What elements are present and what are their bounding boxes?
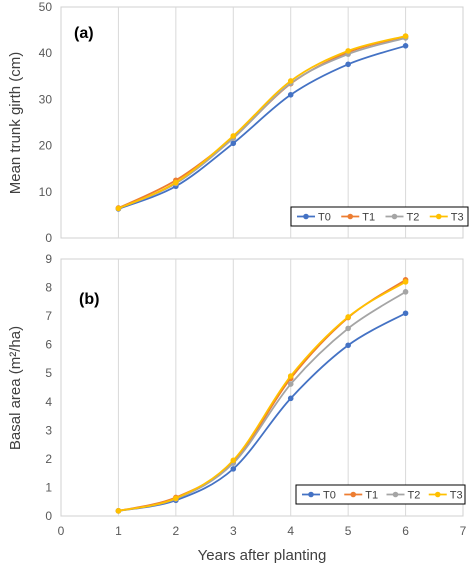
- series-t0: [115, 43, 409, 212]
- legend: T0 T1 T2 T3: [290, 206, 469, 227]
- legend-box: [295, 484, 466, 505]
- y-tick-label: 9: [45, 252, 52, 266]
- series-line: [118, 35, 406, 210]
- x-tick-label: 0: [58, 524, 65, 538]
- series-line: [118, 281, 407, 512]
- legend-swatch-marker: [350, 491, 357, 498]
- data-point: [173, 179, 179, 186]
- y-tick-label: 8: [45, 281, 52, 295]
- y-tick-label: 4: [45, 395, 52, 409]
- panel-label: (b): [79, 291, 99, 308]
- legend-label: T3: [451, 212, 464, 224]
- series-line: [118, 35, 406, 209]
- data-point: [115, 508, 122, 514]
- y-tick-label: 0: [45, 231, 52, 245]
- data-point: [115, 205, 122, 212]
- series-line: [118, 37, 406, 210]
- legend-label: T3: [450, 490, 463, 502]
- data-point: [230, 457, 237, 464]
- data-point: [230, 140, 237, 147]
- data-point: [402, 289, 409, 295]
- legend-label: T2: [407, 212, 420, 224]
- y-axis-title: Basal area (m²/ha): [7, 326, 24, 450]
- plot-area-border: [60, 6, 464, 239]
- series-t2: [115, 35, 409, 212]
- legend-swatch-marker: [391, 213, 398, 220]
- data-point: [402, 43, 409, 49]
- series-t3: [115, 279, 409, 514]
- legend-label: T2: [408, 490, 421, 502]
- panel-b: 0 1 2 3 4 5 6 7 8 9 0 1 2 3 4 5 6 7 Basal area (m²/ha) Year…: [7, 252, 467, 564]
- legend-label: T1: [365, 490, 378, 502]
- data-point: [173, 495, 179, 502]
- x-tick-label: 6: [402, 524, 409, 538]
- data-point: [402, 33, 409, 39]
- legend-swatch-marker: [435, 213, 442, 220]
- y-tick-label: 5: [45, 366, 52, 380]
- panel-label: (a): [74, 25, 94, 42]
- plot-area-border: [60, 258, 464, 517]
- y-tick-label: 7: [45, 309, 52, 323]
- data-point: [287, 373, 294, 379]
- data-point: [345, 61, 351, 68]
- y-tick-label: 20: [39, 139, 53, 153]
- x-tick-label: 4: [287, 524, 294, 538]
- data-point: [230, 133, 237, 139]
- legend-swatch-marker: [347, 213, 354, 220]
- y-axis-title: Mean trunk girth (cm): [7, 52, 24, 195]
- data-point: [287, 395, 294, 402]
- x-tick-label: 3: [230, 524, 237, 538]
- x-tick-label: 2: [173, 524, 180, 538]
- legend-label: T1: [362, 212, 375, 224]
- legend-swatch-marker: [392, 491, 399, 498]
- legend-swatch-marker: [303, 213, 309, 220]
- x-tick-label: 7: [460, 524, 467, 538]
- y-tick-label: 10: [39, 185, 53, 199]
- series-t1: [115, 277, 409, 514]
- legend-box: [290, 206, 469, 227]
- data-point: [230, 466, 237, 472]
- series-t1: [115, 33, 409, 211]
- y-tick-label: 30: [39, 92, 53, 106]
- series-line: [118, 44, 406, 210]
- y-tick-label: 50: [39, 0, 53, 14]
- series-line: [118, 312, 407, 512]
- y-tick-label: 2: [45, 452, 52, 466]
- series-line: [118, 279, 407, 512]
- data-point: [345, 314, 351, 320]
- series-t2: [115, 289, 409, 514]
- data-point: [287, 381, 294, 387]
- series-line: [118, 291, 407, 512]
- x-axis-title: Years after planting: [198, 547, 327, 564]
- y-tick-label: 1: [45, 480, 52, 494]
- legend-label: T0: [323, 490, 336, 502]
- x-tick-label: 1: [115, 524, 122, 538]
- data-point: [345, 342, 351, 349]
- data-point: [287, 78, 294, 84]
- x-tick-label: 5: [345, 524, 352, 538]
- y-tick-label: 3: [45, 423, 52, 437]
- legend-swatch-marker: [434, 491, 441, 498]
- data-point: [287, 91, 294, 98]
- series-t0: [115, 310, 409, 514]
- data-point: [402, 310, 409, 317]
- y-tick-label: 6: [45, 338, 52, 352]
- data-point: [402, 279, 409, 285]
- series-t3: [115, 33, 409, 212]
- legend: T0 T1 T2 T3: [295, 484, 466, 505]
- legend-label: T0: [318, 212, 331, 224]
- data-point: [345, 48, 351, 54]
- y-tick-label: 40: [39, 46, 53, 60]
- y-tick-label: 0: [45, 509, 52, 523]
- data-point: [345, 325, 351, 332]
- legend-swatch-marker: [308, 491, 314, 498]
